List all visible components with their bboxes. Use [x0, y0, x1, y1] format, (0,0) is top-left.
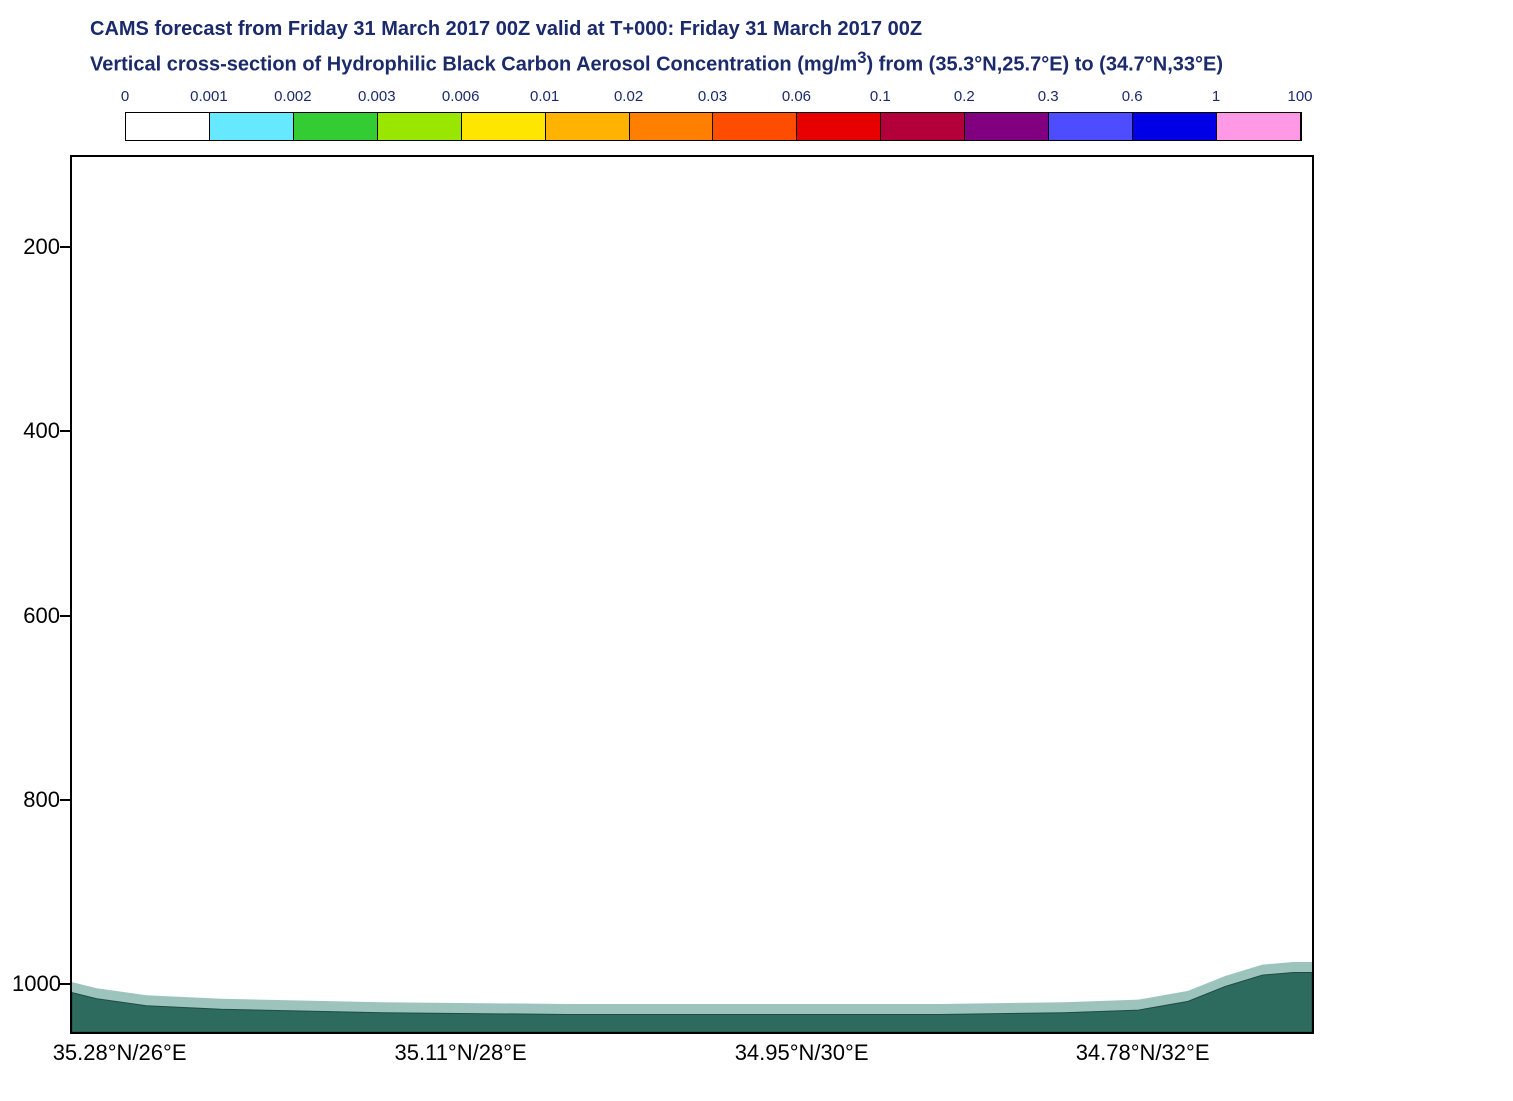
colorbar-swatch	[462, 113, 546, 140]
colorbar-swatch	[881, 113, 965, 140]
colorbar-swatch	[378, 113, 462, 140]
colorbar-tick-label: 0.001	[190, 88, 228, 105]
colorbar-swatch	[1217, 113, 1301, 140]
colorbar-tick-label: 0	[121, 88, 129, 105]
y-tick-label: 1000	[12, 971, 60, 997]
y-tick-mark	[60, 430, 70, 432]
colorbar-tick-label: 0.03	[698, 88, 727, 105]
colorbar-tick-label: 0.006	[442, 88, 480, 105]
colorbar	[125, 112, 1302, 141]
aerosol-thin-band	[72, 962, 1312, 1015]
colorbar-swatch	[797, 113, 881, 140]
figure-container: { "figure": { "width_px": 1513, "height_…	[0, 0, 1513, 1101]
chart-title-line1: CAMS forecast from Friday 31 March 2017 …	[90, 18, 922, 41]
y-tick-label: 600	[12, 603, 60, 629]
y-tick-label: 800	[12, 787, 60, 813]
x-tick-label: 34.78°N/32°E	[1076, 1040, 1210, 1066]
colorbar-tick-label: 100	[1287, 88, 1312, 105]
title2-prefix: Vertical cross-section of Hydrophilic Bl…	[90, 54, 857, 76]
colorbar-tick-label: 0.3	[1038, 88, 1059, 105]
chart-title-line2: Vertical cross-section of Hydrophilic Bl…	[90, 48, 1223, 77]
colorbar-swatch	[546, 113, 630, 140]
x-tick-label: 35.28°N/26°E	[53, 1040, 187, 1066]
colorbar-tick-label: 0.6	[1122, 88, 1143, 105]
colorbar-swatch	[294, 113, 378, 140]
colorbar-swatch	[965, 113, 1049, 140]
title2-suffix: ) from (35.3°N,25.7°E) to (34.7°N,33°E)	[866, 54, 1223, 76]
y-tick-mark	[60, 983, 70, 985]
x-tick-label: 34.95°N/30°E	[735, 1040, 869, 1066]
colorbar-tick-label: 0.1	[870, 88, 891, 105]
y-tick-label: 200	[12, 234, 60, 260]
colorbar-tick-label: 0.06	[782, 88, 811, 105]
colorbar-tick-label: 1	[1212, 88, 1220, 105]
colorbar-swatch	[1133, 113, 1217, 140]
colorbar-swatch	[126, 113, 210, 140]
colorbar-tick-label: 0.02	[614, 88, 643, 105]
colorbar-swatch	[713, 113, 797, 140]
y-tick-label: 400	[12, 418, 60, 444]
colorbar-tick-label: 0.01	[530, 88, 559, 105]
colorbar-swatch	[210, 113, 294, 140]
colorbar-swatch	[630, 113, 714, 140]
colorbar-tick-label: 0.2	[954, 88, 975, 105]
plot-area	[70, 155, 1314, 1034]
terrain-fill	[72, 157, 1312, 1032]
y-tick-mark	[60, 246, 70, 248]
y-tick-mark	[60, 615, 70, 617]
colorbar-swatch	[1049, 113, 1133, 140]
colorbar-tick-label: 0.002	[274, 88, 312, 105]
colorbar-tick-label: 0.003	[358, 88, 396, 105]
x-tick-label: 35.11°N/28°E	[395, 1040, 527, 1066]
y-tick-mark	[60, 799, 70, 801]
